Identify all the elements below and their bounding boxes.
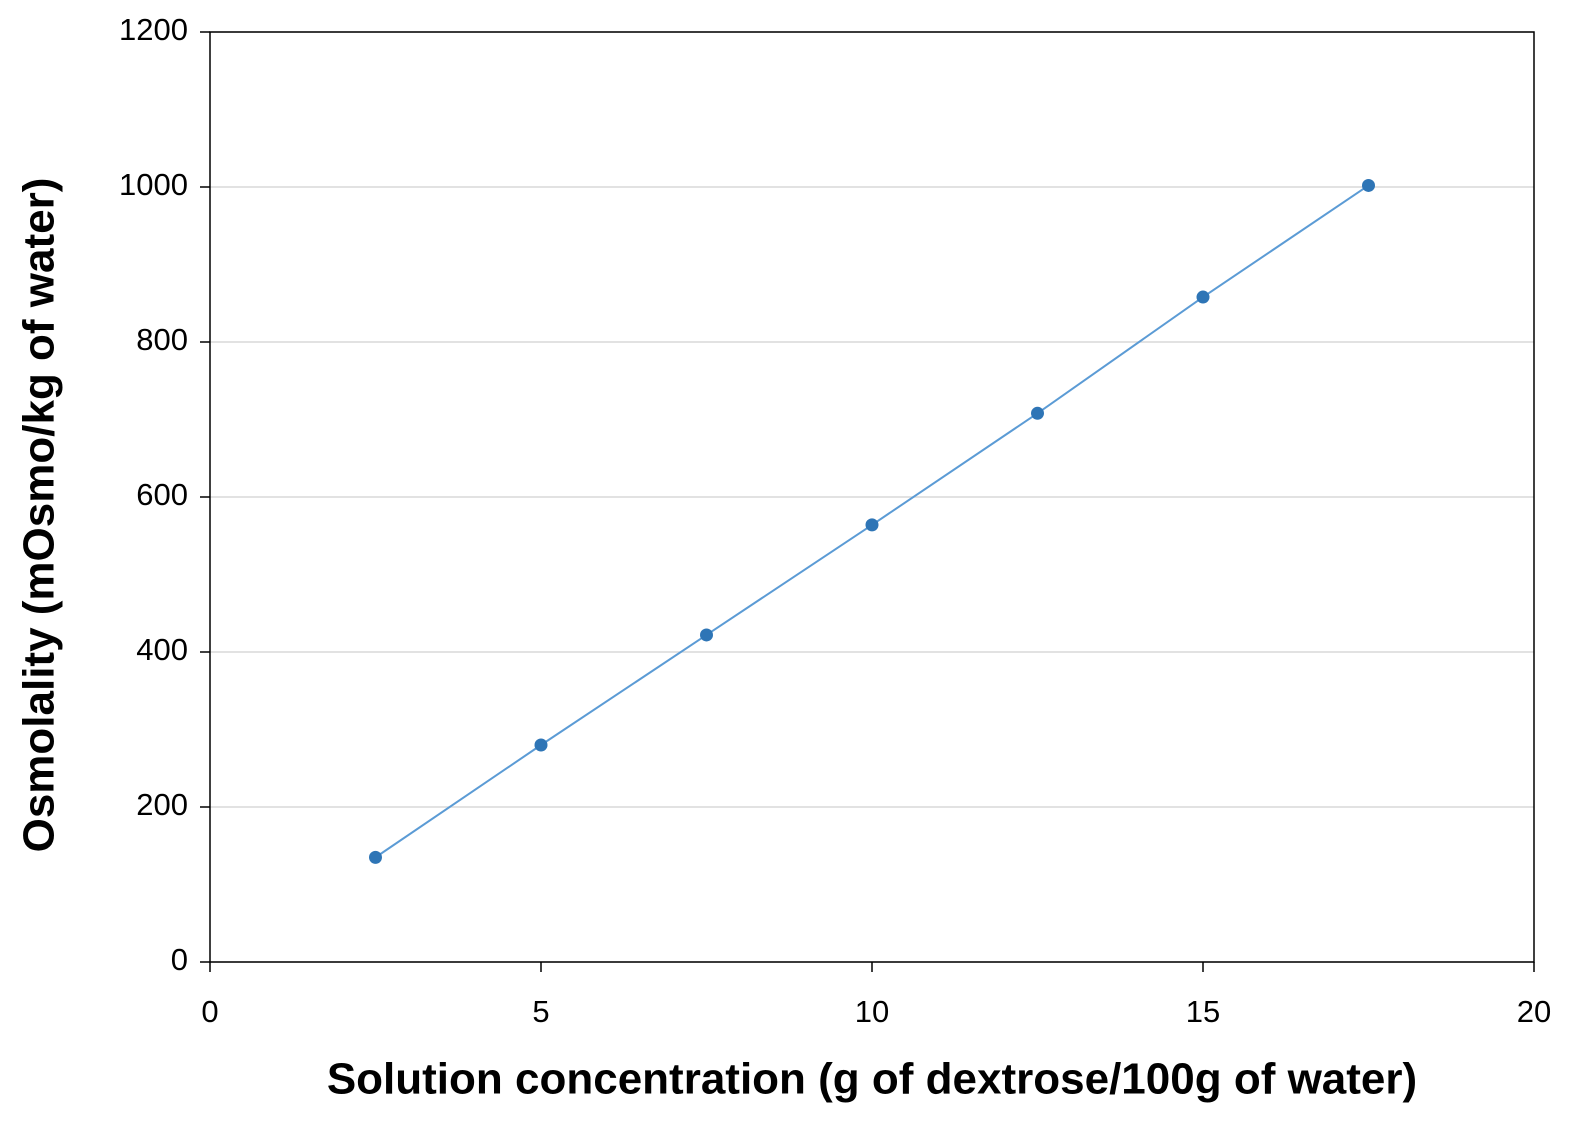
data-point <box>865 518 879 532</box>
data-point <box>369 850 382 864</box>
y-tick-label: 1200 <box>119 12 188 47</box>
data-point <box>534 738 548 752</box>
y-tick-label: 200 <box>136 787 188 822</box>
data-point <box>700 628 713 642</box>
data-point <box>1031 406 1044 420</box>
data-point <box>1196 290 1210 304</box>
data-point <box>1362 178 1375 192</box>
plot-frame <box>209 31 1535 963</box>
y-tick-label: 400 <box>136 632 188 667</box>
x-tick-label: 0 <box>201 994 218 1029</box>
x-tick-label: 15 <box>1186 994 1220 1029</box>
x-tick-label: 10 <box>855 994 889 1029</box>
x-axis-title: Solution concentration (g of dextrose/10… <box>327 1055 1417 1104</box>
x-tick-label: 5 <box>532 994 549 1029</box>
y-tick-label: 0 <box>171 942 188 977</box>
y-tick-label: 1000 <box>119 167 188 202</box>
y-axis-title: Osmolality (mOsmo/kg of water) <box>15 178 64 853</box>
y-tick-label: 600 <box>136 477 188 512</box>
y-tick-label: 800 <box>136 322 188 357</box>
x-tick-label: 20 <box>1517 994 1551 1029</box>
